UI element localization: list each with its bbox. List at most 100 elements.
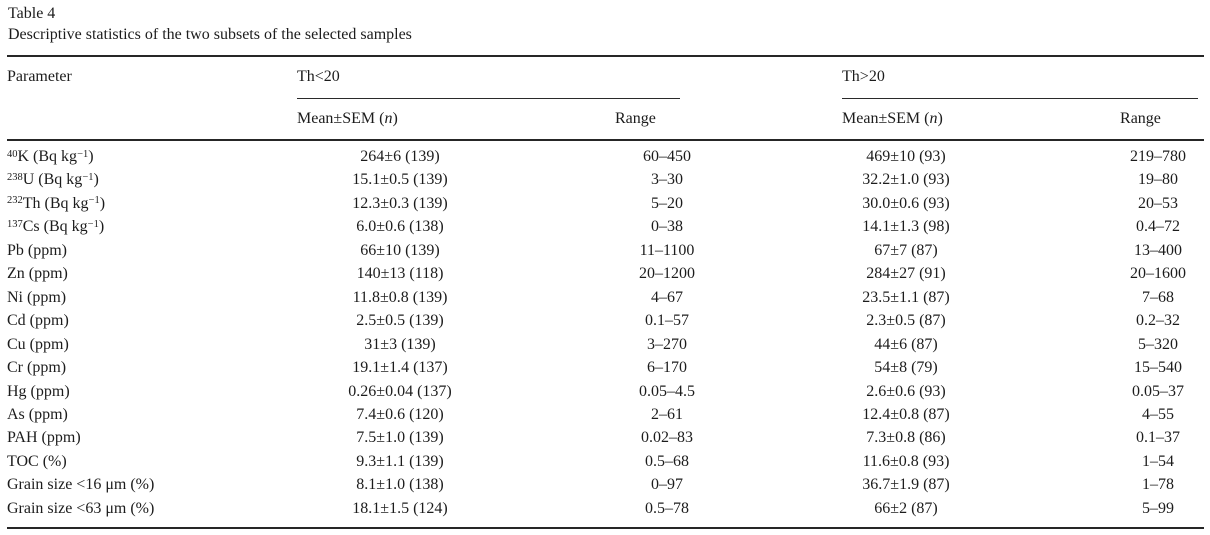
cell-range-th-lt-20: 0.5–68: [615, 450, 842, 473]
column-header-mean-sem-lt: Mean±SEM (n): [297, 99, 615, 141]
cell-value: 36.7±1.9 (87): [862, 476, 950, 494]
cell-value: 5–99: [1142, 499, 1175, 517]
table-body: 40K (Bq kg−1) 264±6 (139) 60–450 469±10 (93…: [7, 140, 1204, 528]
cell-value: 0–38: [651, 218, 683, 236]
cell-parameter: Ni (ppm): [7, 288, 67, 306]
cell-range-th-gt-20: 4–55: [1120, 403, 1204, 426]
cell-value: 23.5±1.1 (87): [862, 288, 950, 306]
cell-value: 12.4±0.8 (87): [862, 405, 950, 423]
cell-mean-sem-th-gt-20: 30.0±0.6 (93): [842, 192, 1120, 215]
cell-mean-sem-th-lt-20: 140±13 (118): [297, 262, 615, 285]
descriptive-statistics-table: Parameter Th<20 Th>20 Mean±SEM (n) Range…: [7, 55, 1205, 530]
table-row: TOC (%) 9.3±1.1 (139) 0.5–68 11.6±0.8 (93) 1…: [7, 450, 1204, 473]
cell-range-th-gt-20: 13–400: [1120, 239, 1204, 262]
cell-parameter: 232Th (Bq kg−1): [7, 194, 106, 212]
cell-value: 0.05–4.5: [639, 382, 695, 400]
cell-mean-sem-th-gt-20: 284±27 (91): [842, 262, 1120, 285]
cell-range-th-gt-20: 1–54: [1120, 450, 1204, 473]
cell-range-th-gt-20: 1–78: [1120, 473, 1204, 496]
cell-range-th-gt-20: 0.2–32: [1120, 309, 1204, 332]
cell-parameter: Cu (ppm): [7, 335, 69, 353]
cell-mean-sem-th-gt-20: 32.2±1.0 (93): [842, 168, 1120, 191]
cell-value: 469±10 (93): [866, 148, 946, 165]
cell-value: 219–780: [1130, 148, 1187, 165]
cell-mean-sem-th-lt-20: 31±3 (139): [297, 333, 615, 356]
cell-value: 66±10 (139): [360, 241, 440, 259]
cell-range-th-gt-20: 5–320: [1120, 333, 1204, 356]
table-row: PAH (ppm) 7.5±1.0 (139) 0.02–83 7.3±0.8 (86…: [7, 426, 1204, 449]
cell-value: 2.6±0.6 (93): [866, 382, 946, 400]
cell-range-th-lt-20: 4–67: [615, 286, 842, 309]
cell-value: 20–1600: [1130, 265, 1187, 283]
cell-value: 15–540: [1134, 359, 1183, 377]
cell-range-th-gt-20: 19–80: [1120, 168, 1204, 191]
cell-parameter: As (ppm): [7, 405, 68, 423]
cell-mean-sem-th-gt-20: 66±2 (87): [842, 497, 1120, 528]
cell-value: 20–1200: [639, 265, 695, 283]
cell-range-th-lt-20: 5–20: [615, 192, 842, 215]
cell-range-th-gt-20: 20–1600: [1120, 262, 1204, 285]
table-title: Table 4: [8, 5, 56, 22]
cell-value: 0.26±0.04 (137): [348, 382, 452, 400]
cell-mean-sem-th-lt-20: 6.0±0.6 (138): [297, 215, 615, 238]
cell-mean-sem-th-gt-20: 11.6±0.8 (93): [842, 450, 1120, 473]
cell-value: 12.3±0.3 (139): [352, 194, 448, 212]
cell-parameter: Grain size <63 μm (%): [7, 499, 155, 517]
cell-range-th-gt-20: 5–99: [1120, 497, 1204, 528]
cell-value: 7–68: [1142, 288, 1175, 306]
table-row: 137Cs (Bq kg−1) 6.0±0.6 (138) 0–38 14.1±1.3…: [7, 215, 1204, 238]
cell-value: 15.1±0.5 (139): [352, 171, 448, 189]
cell-value: 3–270: [647, 335, 687, 353]
cell-value: 2–61: [651, 405, 683, 423]
cell-mean-sem-th-gt-20: 2.6±0.6 (93): [842, 380, 1120, 403]
table-row: Pb (ppm) 66±10 (139) 11–1100 67±7 (87) 13–40…: [7, 239, 1204, 262]
cell-mean-sem-th-lt-20: 264±6 (139): [297, 140, 615, 168]
cell-value: 1–78: [1142, 476, 1175, 494]
cell-value: 0–97: [651, 476, 683, 494]
cell-mean-sem-th-gt-20: 54±8 (79): [842, 356, 1120, 379]
cell-range-th-lt-20: 60–450: [615, 140, 842, 168]
cell-range-th-lt-20: 2–61: [615, 403, 842, 426]
cell-mean-sem-th-gt-20: 12.4±0.8 (87): [842, 403, 1120, 426]
cell-value: 0.1–57: [645, 312, 689, 330]
column-header-parameter: Parameter: [7, 56, 297, 141]
cell-value: 264±6 (139): [360, 148, 440, 165]
cell-value: 5–20: [651, 194, 683, 212]
cell-parameter: 137Cs (Bq kg−1): [7, 218, 105, 236]
cell-range-th-gt-20: 20–53: [1120, 192, 1204, 215]
cell-value: 4–55: [1142, 405, 1175, 423]
cell-value: 18.1±1.5 (124): [352, 499, 448, 517]
cell-value: 14.1±1.3 (98): [862, 218, 950, 236]
table-row: Ni (ppm) 11.8±0.8 (139) 4–67 23.5±1.1 (87) 7…: [7, 286, 1204, 309]
cell-mean-sem-th-lt-20: 7.4±0.6 (120): [297, 403, 615, 426]
cell-mean-sem-th-gt-20: 67±7 (87): [842, 239, 1120, 262]
subheader-row: Mean±SEM (n) Range Mean±SEM (n) Range: [7, 99, 1205, 141]
table-row: Cd (ppm) 2.5±0.5 (139) 0.1–57 2.3±0.5 (87) 0…: [7, 309, 1204, 332]
cell-value: 13–400: [1134, 241, 1183, 259]
table-row: As (ppm) 7.4±0.6 (120) 2–61 12.4±0.8 (87) 4–…: [7, 403, 1204, 426]
cell-mean-sem-th-lt-20: 11.8±0.8 (139): [297, 286, 615, 309]
cell-mean-sem-th-lt-20: 2.5±0.5 (139): [297, 309, 615, 332]
cell-mean-sem-th-lt-20: 66±10 (139): [297, 239, 615, 262]
cell-value: 0.5–68: [645, 452, 689, 470]
cell-mean-sem-th-gt-20: 7.3±0.8 (86): [842, 426, 1120, 449]
cell-range-th-lt-20: 6–170: [615, 356, 842, 379]
cell-parameter: 40K (Bq kg−1): [7, 148, 94, 165]
cell-value: 9.3±1.1 (139): [356, 452, 444, 470]
table-row: 40K (Bq kg−1) 264±6 (139) 60–450 469±10 (93…: [7, 140, 1204, 168]
table-row: 238U (Bq kg−1) 15.1±0.5 (139) 3–30 32.2±1.0…: [7, 168, 1204, 191]
cell-range-th-lt-20: 11–1100: [615, 239, 842, 262]
cell-range-th-lt-20: 3–270: [615, 333, 842, 356]
cell-mean-sem-th-lt-20: 8.1±1.0 (138): [297, 473, 615, 496]
cell-value: 6–170: [647, 359, 687, 377]
cell-parameter: TOC (%): [7, 452, 67, 470]
cell-value: 140±13 (118): [356, 265, 444, 283]
cell-mean-sem-th-lt-20: 12.3±0.3 (139): [297, 192, 615, 215]
cell-value: 19–80: [1138, 171, 1179, 189]
cell-mean-sem-th-gt-20: 2.3±0.5 (87): [842, 309, 1120, 332]
table-row: Cr (ppm) 19.1±1.4 (137) 6–170 54±8 (79) 15–5…: [7, 356, 1204, 379]
cell-value: 0.1–37: [1136, 429, 1181, 447]
group-header-row: Parameter Th<20 Th>20: [7, 56, 1204, 141]
table-row: Grain size <16 μm (%) 8.1±1.0 (138) 0–97 36…: [7, 473, 1204, 496]
cell-range-th-gt-20: 219–780: [1120, 140, 1204, 168]
